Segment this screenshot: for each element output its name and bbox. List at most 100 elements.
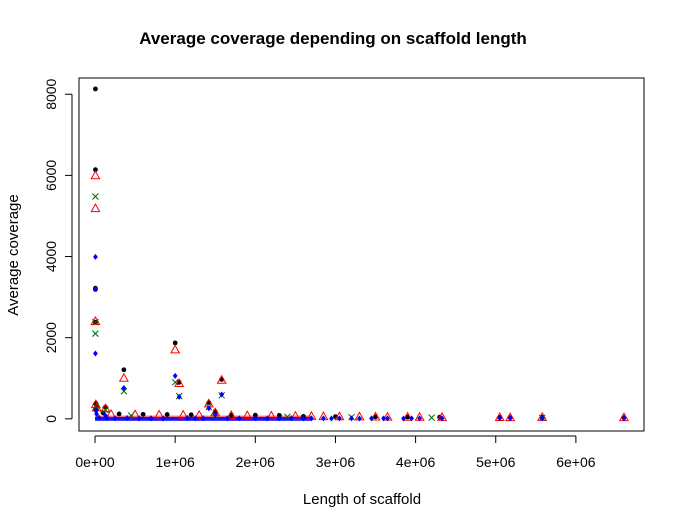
point-diamond — [401, 415, 406, 422]
point-diamond — [381, 415, 386, 422]
point-triangle — [402, 411, 413, 421]
point-cross-stroke — [92, 193, 99, 200]
point-diamond — [121, 384, 127, 391]
point-diamond — [357, 415, 362, 422]
point-diamond — [93, 350, 98, 357]
point-diamond — [539, 415, 545, 422]
point-triangle — [90, 170, 101, 180]
point-diamond — [236, 415, 242, 422]
point-cross-stroke — [92, 318, 99, 326]
point-diamond — [176, 393, 182, 400]
point-diamond — [252, 415, 258, 422]
point-dot — [164, 412, 170, 417]
data-points — [90, 86, 630, 422]
point-diamond — [288, 415, 294, 422]
x-axis-label: Length of scaffold — [303, 491, 421, 508]
point-diamond — [309, 415, 314, 422]
point-diamond — [276, 415, 282, 422]
chart-title: Average coverage depending on scaffold l… — [139, 29, 527, 48]
y-tick-label: 8000 — [43, 78, 59, 109]
point-diamond — [160, 415, 166, 422]
point-dot — [93, 86, 98, 92]
point-cross-stroke — [171, 378, 179, 386]
y-tick-label: 0 — [43, 415, 59, 423]
point-diamond — [94, 410, 100, 417]
point-diamond — [224, 415, 230, 422]
point-diamond — [621, 415, 627, 422]
point-dot — [140, 411, 146, 417]
x-tick-label: 4e+06 — [396, 454, 436, 470]
point-cross-stroke — [428, 414, 435, 421]
point-diamond — [148, 415, 154, 422]
point-dot — [121, 367, 127, 373]
point-diamond — [96, 414, 102, 421]
point-triangle — [226, 410, 237, 420]
y-axis-label: Average coverage — [5, 194, 22, 315]
point-diamond — [124, 415, 130, 422]
y-tick-label: 4000 — [43, 241, 59, 272]
y-tick-label: 6000 — [43, 160, 59, 191]
x-tick-label: 5e+06 — [476, 454, 516, 470]
point-cross — [92, 318, 99, 326]
point-diamond — [385, 415, 390, 422]
y-axis: 0 2000 4000 6000 8000 — [43, 78, 73, 423]
point-diamond — [264, 415, 270, 422]
point-diamond — [172, 372, 178, 379]
point-triangle — [118, 372, 129, 382]
x-tick-label: 0e+00 — [75, 454, 115, 470]
x-tick-label: 3e+06 — [316, 454, 356, 470]
point-cross-stroke — [284, 413, 291, 421]
point-cross-stroke — [92, 330, 99, 337]
point-triangle — [90, 203, 101, 213]
point-diamond — [192, 415, 198, 422]
point-diamond — [497, 415, 503, 422]
point-dot — [172, 340, 178, 346]
point-diamond — [184, 415, 190, 422]
point-triangle — [290, 410, 301, 420]
point-cross — [92, 193, 99, 200]
point-diamond — [349, 415, 354, 422]
y-tick-label: 2000 — [43, 322, 59, 353]
point-dot — [276, 412, 282, 418]
point-cross — [171, 378, 179, 386]
point-diamond — [104, 415, 110, 422]
point-diamond — [439, 415, 445, 422]
point-triangle — [178, 409, 189, 419]
point-cross — [92, 330, 99, 337]
point-dot — [188, 412, 194, 418]
point-triangle — [170, 344, 181, 354]
point-triangle — [216, 374, 227, 384]
point-diamond — [409, 415, 414, 422]
point-diamond — [507, 415, 513, 422]
point-triangle — [174, 378, 185, 388]
point-cross-stroke — [92, 403, 100, 411]
point-diamond — [136, 415, 142, 422]
x-axis: 0e+00 1e+06 2e+06 3e+06 4e+06 5e+06 6e+06 — [75, 435, 596, 470]
x-tick-label: 2e+06 — [236, 454, 276, 470]
point-diamond — [417, 415, 423, 422]
x-tick-label: 1e+06 — [156, 454, 196, 470]
point-dot — [93, 167, 98, 173]
point-diamond — [369, 415, 374, 422]
point-diamond — [93, 285, 98, 292]
point-dot — [116, 411, 122, 417]
point-diamond — [212, 411, 218, 418]
point-diamond — [206, 405, 212, 412]
point-diamond — [219, 391, 225, 398]
point-dot — [252, 412, 258, 418]
point-cross — [102, 406, 109, 414]
point-triangle — [106, 408, 117, 418]
point-cross-stroke — [120, 387, 128, 395]
point-triangle — [266, 410, 277, 420]
point-triangle — [194, 409, 205, 419]
point-triangle — [154, 409, 165, 419]
point-diamond — [321, 415, 326, 422]
point-diamond — [329, 415, 334, 422]
point-cross-stroke — [102, 406, 109, 414]
plot-frame — [78, 77, 645, 432]
point-cross — [284, 413, 291, 421]
point-diamond — [300, 415, 306, 422]
point-triangle — [242, 410, 253, 420]
point-cross — [428, 414, 435, 421]
